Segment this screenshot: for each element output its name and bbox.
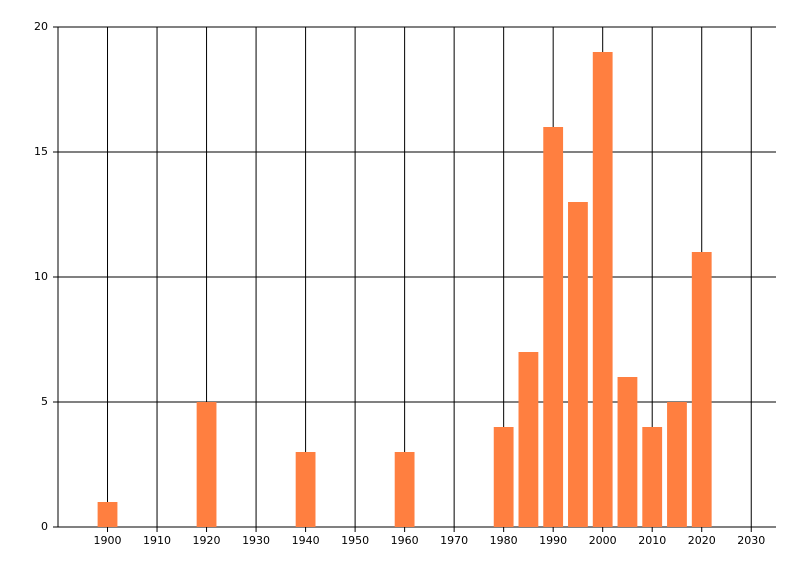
bar	[617, 377, 638, 527]
x-tick-label: 1930	[242, 534, 270, 547]
x-tick-label: 1950	[341, 534, 369, 547]
x-tick-label: 1970	[440, 534, 468, 547]
bar	[493, 427, 514, 527]
bar	[667, 402, 687, 527]
bar	[97, 502, 118, 527]
bar	[394, 452, 415, 527]
x-tick-label: 1960	[391, 534, 419, 547]
bar	[196, 402, 217, 527]
x-tick-label: 1910	[143, 534, 171, 547]
x-tick-label: 2030	[737, 534, 765, 547]
x-tick-label: 2010	[638, 534, 666, 547]
y-tick-label: 0	[41, 520, 48, 533]
y-tick-label: 15	[34, 145, 48, 158]
bar	[592, 52, 613, 527]
bar	[518, 352, 539, 527]
bar	[691, 252, 712, 527]
y-tick-label: 5	[41, 395, 48, 408]
x-tick-label: 1940	[292, 534, 320, 547]
x-tick-label: 2000	[589, 534, 617, 547]
y-tick-label: 10	[34, 270, 48, 283]
bar	[543, 127, 564, 527]
y-tick-label: 20	[34, 20, 48, 33]
x-tick-label: 1980	[490, 534, 518, 547]
bar	[568, 202, 588, 527]
x-tick-label: 1990	[539, 534, 567, 547]
x-tick-label: 1920	[193, 534, 221, 547]
bar	[642, 427, 663, 527]
x-tick-label: 1900	[94, 534, 122, 547]
bar	[295, 452, 316, 527]
x-tick-label: 2020	[688, 534, 716, 547]
